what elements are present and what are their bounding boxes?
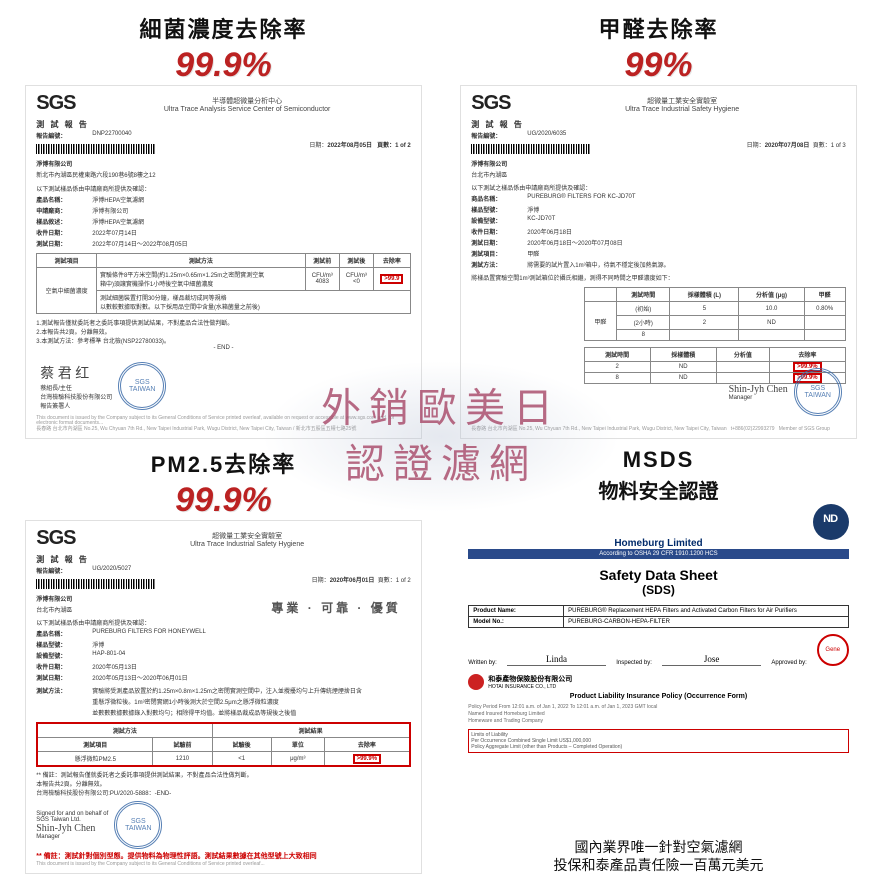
msds-subtitle: 物料安全認證 xyxy=(599,475,719,504)
formaldehyde-table1: 測試時間採樣體積 (L)分析值 (μg)甲醛 甲醛(初始)510.00.80% … xyxy=(584,287,846,341)
formaldehyde-percent: 99% xyxy=(624,46,692,85)
sgs-logo: SGS xyxy=(36,92,75,115)
panel-msds: MSDS 物料安全認證 ᴺᴰ Homeburg Limited Accordin… xyxy=(443,443,874,874)
hotai-logo-icon xyxy=(468,674,484,690)
panel-pm25: PM2.5去除率 99.9% SGS 超微量工業安全實驗室 Ultra Trac… xyxy=(8,443,439,874)
bacteria-title: 細菌濃度去除率 xyxy=(139,12,307,44)
panel-formaldehyde: 甲醛去除率 99% SGS 超微量工業安全實驗室 Ultra Trace Ind… xyxy=(443,8,874,439)
pm25-doc: SGS 超微量工業安全實驗室 Ultra Trace Industrial Sa… xyxy=(25,520,422,874)
company-name: Homeburg Limited xyxy=(468,538,849,549)
sgs-logo: SGS xyxy=(36,527,75,550)
center-cn: 半導體超微量分析中心 xyxy=(83,96,410,106)
barcode xyxy=(36,579,156,589)
approval-stamp-icon: Gene xyxy=(817,634,849,666)
pm25-footnote: ** 備註：測試針對個別型態。提供物料為物理性評語。測試結果數據在其他型號上大致… xyxy=(36,851,411,861)
msds-doc: ᴺᴰ Homeburg Limited According to OSHA 29… xyxy=(460,504,857,834)
sgs-stamp-icon: SGSTAIWAN xyxy=(114,801,162,849)
blue-bar: According to OSHA 29 CFR 1910.1200 HCS xyxy=(468,549,849,559)
sgs-stamp-icon: SGSTAIWAN xyxy=(794,368,842,416)
pm25-percent: 99.9% xyxy=(175,481,271,520)
pm25-table: 測試方法測試結果 測試項目試驗前試驗後單位去除率 懸浮微粒PM2.51210<1… xyxy=(36,722,411,767)
msds-title: MSDS xyxy=(623,447,695,473)
formaldehyde-title: 甲醛去除率 xyxy=(598,12,718,44)
panel-bacteria: 細菌濃度去除率 99.9% SGS 半導體超微量分析中心 Ultra Trace… xyxy=(8,8,439,439)
bacteria-doc: SGS 半導體超微量分析中心 Ultra Trace Analysis Serv… xyxy=(25,85,422,439)
sds-sub: (SDS) xyxy=(468,583,849,597)
fineprint: This document is issued by the Company s… xyxy=(36,416,411,433)
bacteria-percent: 99.9% xyxy=(175,46,271,85)
center-en: Ultra Trace Analysis Service Center of S… xyxy=(83,106,410,113)
barcode xyxy=(36,144,156,154)
formaldehyde-doc: SGS 超微量工業安全實驗室 Ultra Trace Industrial Sa… xyxy=(460,85,857,439)
barcode xyxy=(471,144,591,154)
pm25-tagline: 專業 · 可靠 · 優質 xyxy=(271,599,400,616)
pm25-title: PM2.5去除率 xyxy=(151,447,297,479)
msds-caption: 國內業界唯一針對空氣濾網 投保和泰產品責任險一百萬元美元 xyxy=(554,838,764,874)
sgs-stamp-icon: SGSTAIWAN xyxy=(118,362,166,410)
sds-table: Product Name:PUREBURG® Replacement HEPA … xyxy=(468,605,849,628)
sgs-logo: SGS xyxy=(471,92,510,115)
sds-title: Safety Data Sheet xyxy=(468,567,849,583)
liability-box: Limits of Liability Per Occurrence Combi… xyxy=(468,729,849,753)
report-label: 測 試 報 告 xyxy=(36,119,411,130)
bacteria-table: 測試項目測試方法測試前測試後去除率 空氣中細菌濃度 實驗條件8平方米空間(約1.… xyxy=(36,253,411,314)
nd-logo-icon: ᴺᴰ xyxy=(813,504,849,540)
